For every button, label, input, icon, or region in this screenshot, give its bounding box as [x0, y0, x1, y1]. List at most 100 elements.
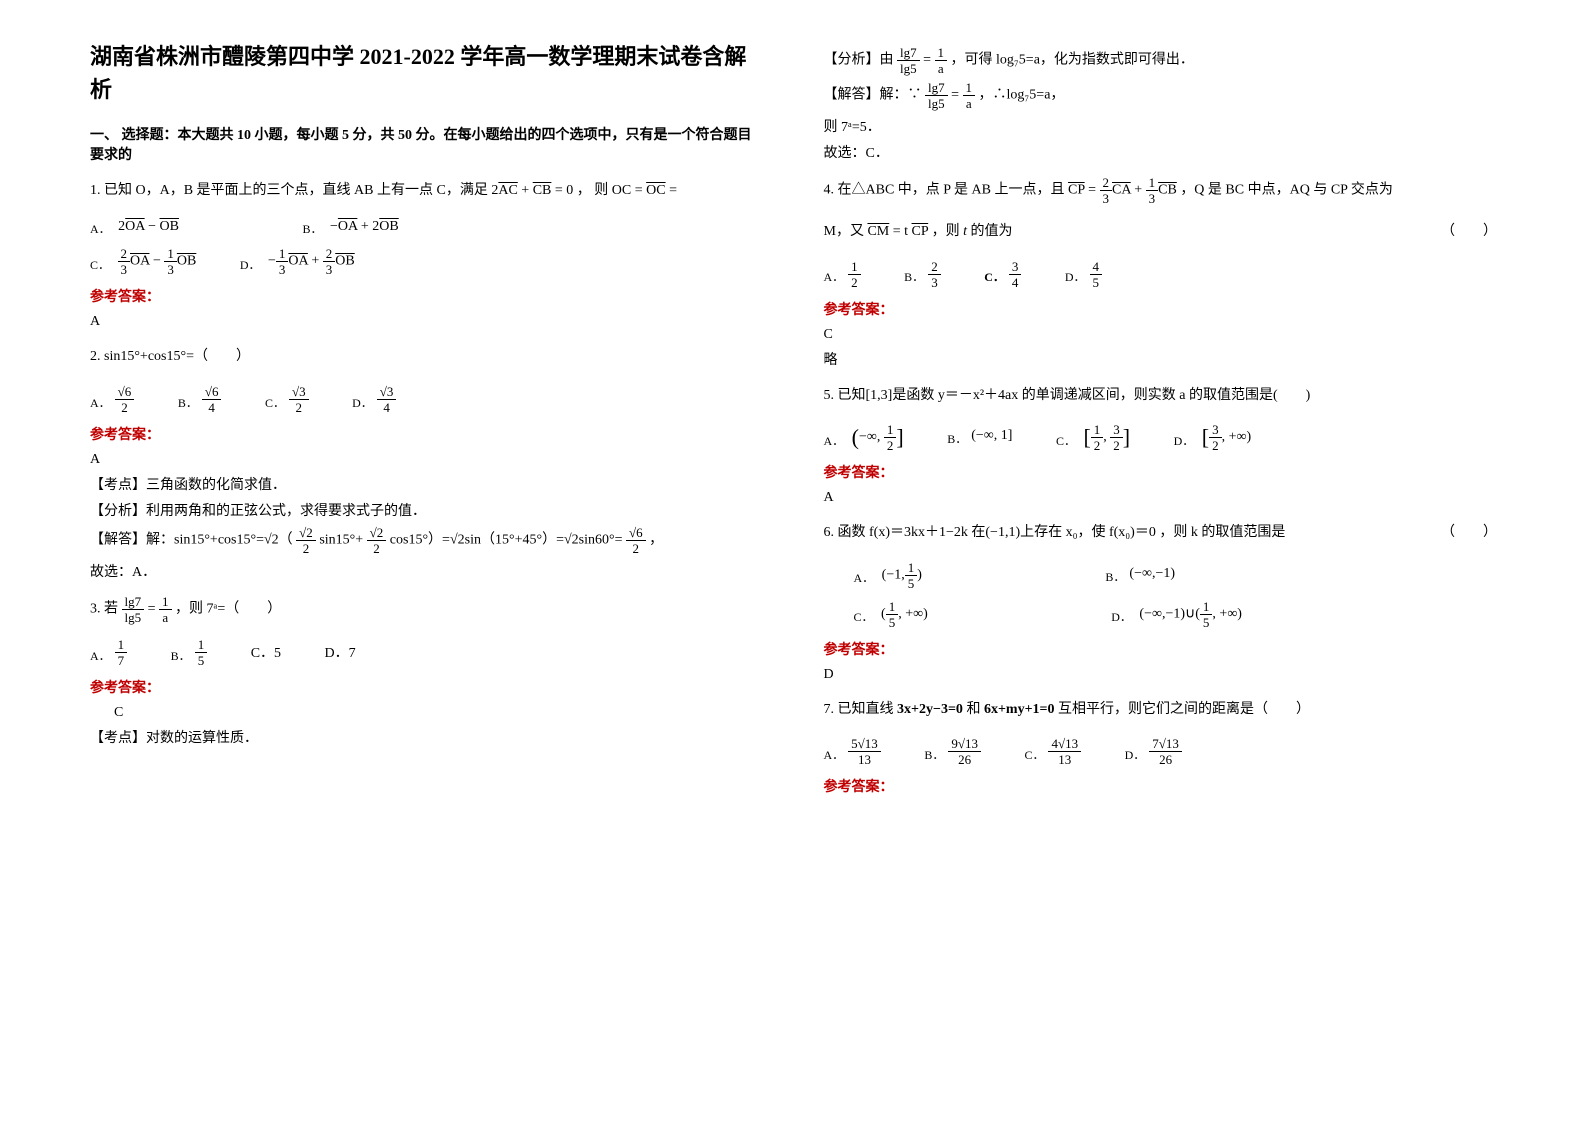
opt-label: C． [854, 610, 874, 624]
frac-d: 2 [626, 541, 646, 555]
q7-options: A．5√1313 B．9√1326 C．4√1313 D．7√1326 [824, 737, 1498, 766]
opt-label: B． [171, 649, 191, 663]
frac-d: 5 [905, 576, 918, 590]
question-5: 5. 已知[1,3]是函数 y＝－x²＋4ax 的单调递减区间，则实数 a 的取… [824, 383, 1498, 410]
opt-label: A． [824, 270, 845, 284]
text: , +∞) [898, 607, 928, 622]
opt-label: C． [265, 396, 285, 410]
frac-d: 3 [1100, 191, 1113, 205]
frac-d: 4 [202, 400, 222, 414]
opt-b: (−∞,−1) [1129, 566, 1175, 581]
opt-label: D． [1125, 748, 1146, 762]
text: ， [649, 533, 663, 548]
frac-d: 2 [848, 275, 861, 289]
frac-n: 1 [884, 423, 897, 438]
opt-label: A． [824, 434, 845, 448]
q6-options-1: A． (−1,15) B．(−∞,−1) [824, 561, 1498, 590]
frac-n: 1 [1091, 423, 1104, 438]
frac-n: 5√13 [848, 737, 881, 752]
q1-answer: A [90, 314, 764, 330]
text: ，则 7ᵃ=（ ） [175, 602, 281, 617]
frac-d: lg5 [122, 610, 145, 624]
opt-label: C． [1024, 748, 1044, 762]
answer-key-label: 参考答案： [824, 776, 1498, 796]
vec-cb: CB [1158, 183, 1177, 198]
frac-d: a [963, 96, 976, 110]
paren: （ ） [1441, 520, 1497, 547]
answer-key-label: 参考答案： [824, 462, 1498, 482]
opt-label: C． [90, 258, 110, 272]
opt-label: A． [824, 748, 845, 762]
q6-options-2: C． (15, +∞) D． (−∞,−1)∪(15, +∞) [824, 600, 1498, 629]
frac-d: 2 [884, 438, 897, 452]
opt-label: B． [1105, 570, 1125, 584]
frac-n: 1 [159, 595, 172, 610]
frac-d: 2 [1209, 438, 1222, 452]
frac-n: 1 [1146, 176, 1159, 191]
vec-cp: CP [912, 224, 929, 239]
frac-n: √6 [115, 385, 135, 400]
frac-d: 5 [195, 653, 208, 667]
frac-d: 3 [164, 262, 177, 276]
q3-fenxi: 【分析】由 lg7lg5 = 1a ，可得 log₇5=a，化为指数式即可得出． [824, 46, 1498, 75]
opt-label: A． [90, 396, 111, 410]
text: 3. 若 [90, 602, 118, 617]
text: (−1, [882, 568, 905, 583]
opt-label: D． [1065, 270, 1086, 284]
opt-c: C．5 [251, 642, 281, 662]
opt-d: D．7 [325, 642, 356, 662]
q2-jieda2: 故选：A． [90, 561, 764, 581]
frac-n: 2 [928, 260, 941, 275]
frac-d: lg5 [897, 61, 920, 75]
frac-n: 1 [164, 247, 177, 262]
opt-label: B． [924, 748, 944, 762]
q4-answer2: 略 [824, 349, 1498, 369]
text: ，Q 是 BC 中点，AQ 与 CP 交点为 [1180, 183, 1393, 198]
frac-n: 3 [1110, 423, 1123, 438]
text: = [951, 88, 959, 103]
frac-d: lg5 [925, 96, 948, 110]
text: 【解答】解：∵ [824, 88, 922, 103]
vec-oa: OA [130, 254, 149, 269]
text: = [923, 53, 931, 68]
frac-n: 1 [115, 638, 128, 653]
q2-jieda: 【解答】解：sin15°+cos15°=√2（ √22 sin15°+ √22 … [90, 526, 764, 555]
frac-n: 3 [1209, 423, 1222, 438]
section-heading: 一、 选择题：本大题共 10 小题，每小题 5 分，共 50 分。在每小题给出的… [90, 124, 764, 164]
q3-kaodian: 【考点】对数的运算性质． [90, 727, 764, 747]
q1-stem-post: 则 OC = [594, 183, 642, 198]
vec-oc: OC [646, 183, 665, 198]
q2-answer: A [90, 452, 764, 468]
frac-d: 2 [367, 541, 387, 555]
text: cos15°）=√2sin（15°+45°）=√2sin60°= [390, 533, 626, 548]
q1-options: A． 2OA − OB B． −OA + 2OB [90, 219, 764, 238]
q1-options-2: C． 23OA − 13OB D． −13OA + 23OB [90, 247, 764, 276]
opt-label: C． [984, 270, 1005, 284]
frac-n: 7√13 [1149, 737, 1182, 752]
question-7: 7. 已知直线 3x+2y−3=0 和 6x+my+1=0 互相平行，则它们之间… [824, 697, 1498, 724]
question-6: 6. 函数 f(x)＝3kx＋1−2k 在(−1,1)上存在 x₀，使 f(x₀… [824, 520, 1498, 547]
text: ，∴log₇5=a， [979, 88, 1065, 103]
opt-label: D． [352, 396, 373, 410]
opt-label: B． [178, 396, 198, 410]
text: sin15°+ [319, 533, 366, 548]
text: 6. 函数 f(x)＝3kx＋1−2k 在(−1,1)上存在 x₀，使 f(x₀… [824, 520, 1286, 547]
vec-ac: AC [498, 183, 517, 198]
frac-n: 2 [1100, 176, 1113, 191]
opt-b: (−∞, 1] [971, 428, 1012, 443]
vec-ob: OB [177, 254, 196, 269]
q2-fenxi: 【分析】利用两角和的正弦公式，求得要求式子的值． [90, 500, 764, 520]
frac-n: √3 [289, 385, 309, 400]
frac-d: 13 [1048, 752, 1081, 766]
opt-label: B． [947, 432, 967, 446]
answer-key-label: 参考答案： [824, 299, 1498, 319]
frac-n: 1 [1200, 600, 1213, 615]
frac-n: lg7 [897, 46, 920, 61]
frac-d: 2 [296, 541, 316, 555]
frac-n: 2 [323, 247, 336, 262]
frac-n: 3 [1009, 260, 1022, 275]
question-4: 4. 在△ABC 中，点 P 是 AB 上一点，且 CP = 23CA + 13… [824, 176, 1498, 205]
opt-label: B． [904, 270, 924, 284]
frac-n: √6 [626, 526, 646, 541]
text: , +∞) [1212, 607, 1242, 622]
